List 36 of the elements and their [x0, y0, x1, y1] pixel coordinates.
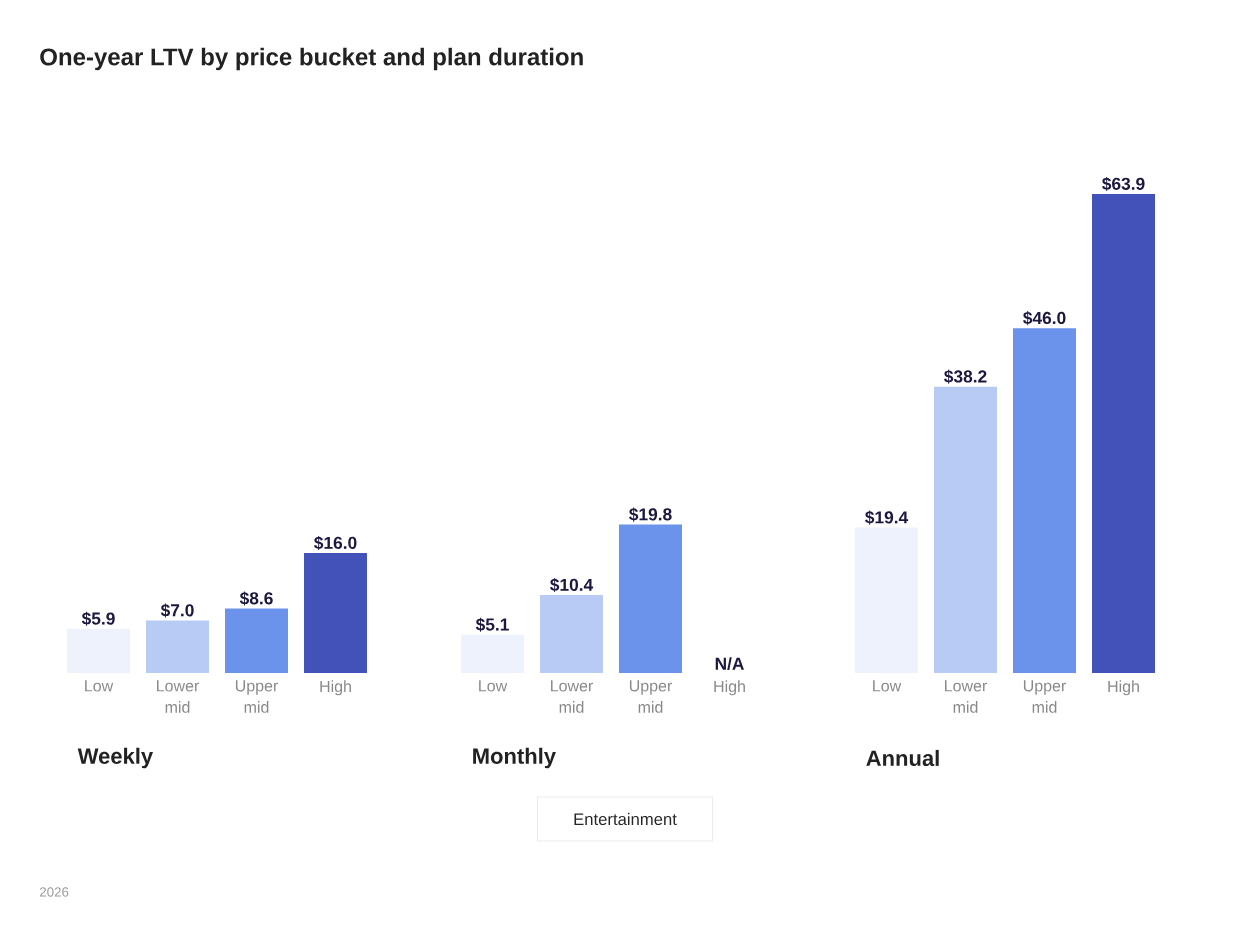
- x-tick-label: Low: [85, 680, 114, 692]
- data-label: $16.0: [314, 535, 357, 551]
- x-axis-title: Annual: [866, 749, 939, 767]
- x-tick-label: Upper mid: [629, 680, 673, 713]
- chart-title: One-year LTV by price bucket and plan duration: [40, 47, 583, 71]
- data-label: $10.4: [550, 577, 594, 593]
- data-label: $63.9: [1102, 176, 1145, 192]
- x-tick-label: Lower mid: [551, 680, 594, 713]
- x-tick-label: High: [1108, 680, 1139, 696]
- bar: [1013, 328, 1077, 673]
- x-tick-label: Lower mid: [157, 680, 200, 713]
- x-tick-label: Lower mid: [945, 680, 988, 713]
- data-label: $19.4: [865, 510, 909, 525]
- text: N/A: [715, 657, 744, 671]
- x-axis-title: Monthly: [473, 747, 556, 769]
- data-label: $5.1: [475, 617, 509, 632]
- x-tick-label: High: [320, 680, 351, 696]
- text: 2026: [39, 887, 69, 897]
- data-label: $46.0: [1023, 311, 1066, 326]
- bar: [1092, 193, 1155, 673]
- bar: [146, 620, 210, 673]
- x-tick-label: High: [714, 680, 745, 696]
- bar: [304, 553, 367, 673]
- x-tick-label: Upper mid: [235, 680, 279, 713]
- x-tick-label: Upper mid: [1023, 680, 1067, 713]
- x-tick-label: Low: [479, 680, 508, 692]
- data-label: $5.9: [81, 611, 115, 626]
- data-label: $8.6: [239, 591, 273, 606]
- bar: [934, 386, 997, 673]
- x-axis-title: Weekly: [77, 747, 154, 769]
- text: Entertainment: [574, 812, 677, 826]
- bar: [225, 608, 289, 673]
- data-label: $7.0: [160, 603, 194, 618]
- data-label: $38.2: [944, 369, 987, 384]
- data-label: $19.8: [629, 507, 672, 522]
- x-tick-label: Low: [873, 680, 902, 692]
